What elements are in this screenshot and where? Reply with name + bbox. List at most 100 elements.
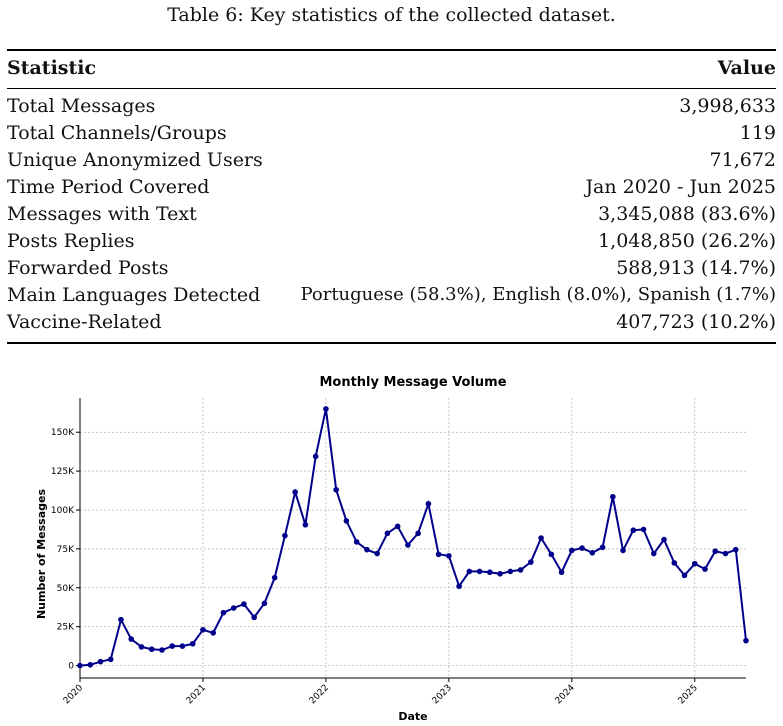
data-point [128, 636, 135, 642]
row-value: 71,672 [709, 149, 776, 171]
x-tick-label: 2021 [185, 683, 208, 706]
table-top-rule [7, 49, 776, 51]
table-row: Total Messages 3,998,633 [7, 95, 776, 122]
row-statistic: Posts Replies [7, 230, 135, 252]
table-row: Main Languages Detected Portuguese (58.3… [7, 284, 776, 311]
table-header-rule [7, 88, 776, 89]
table-row: Forwarded Posts 588,913 (14.7%) [7, 257, 776, 284]
data-point [528, 559, 534, 565]
data-point [456, 583, 462, 590]
data-point [230, 605, 237, 611]
data-point [169, 643, 176, 649]
row-statistic: Main Languages Detected [7, 284, 261, 306]
data-point [323, 406, 329, 412]
row-value: 1,048,850 (26.2%) [598, 230, 776, 252]
data-point [487, 569, 493, 576]
row-value: 3,345,088 (83.6%) [598, 203, 776, 225]
data-point [712, 548, 719, 555]
data-point [620, 547, 626, 554]
data-point [107, 656, 114, 663]
data-point [435, 551, 442, 558]
data-point [97, 658, 104, 665]
data-point [394, 523, 401, 530]
data-point [148, 646, 155, 653]
data-point [200, 626, 206, 633]
table-row: Time Period Covered Jan 2020 - Jun 2025 [7, 176, 776, 203]
table-row: Posts Replies 1,048,850 (26.2%) [7, 230, 776, 257]
y-tick-label: 50K [57, 584, 75, 594]
data-point [517, 567, 524, 573]
row-value: Portuguese (58.3%), English (8.0%), Span… [300, 284, 777, 305]
data-point [189, 640, 196, 647]
data-point [312, 453, 319, 460]
row-statistic: Time Period Covered [7, 176, 210, 198]
data-point [691, 560, 698, 567]
y-tick-label: 25K [57, 623, 75, 633]
data-point [77, 662, 83, 669]
data-point [722, 550, 729, 557]
data-point [743, 637, 749, 644]
header-statistic: Statistic [7, 57, 97, 79]
data-point [681, 572, 688, 579]
table-row: Total Channels/Groups 119 [7, 122, 776, 149]
data-point [446, 553, 452, 559]
table-row: Vaccine-Related 407,723 (10.2%) [7, 311, 776, 338]
y-tick-label: 75K [57, 545, 75, 555]
data-point [671, 560, 678, 566]
data-point [87, 661, 94, 668]
data-point [497, 570, 503, 577]
y-axis-ticks: 0 25K 50K 75K 100K 125K 150K [51, 428, 80, 672]
data-point [476, 568, 483, 575]
data-point [261, 600, 268, 607]
data-point [333, 486, 339, 493]
row-statistic: Vaccine-Related [7, 311, 162, 333]
data-point [343, 518, 350, 524]
row-statistic: Forwarded Posts [7, 257, 169, 279]
x-tick-label: 2025 [677, 683, 700, 706]
x-tick-label: 2020 [62, 683, 85, 706]
data-point [251, 614, 257, 621]
data-point [302, 521, 309, 528]
chart-gridlines [79, 398, 746, 678]
data-point [374, 550, 380, 557]
row-value: 119 [739, 122, 776, 144]
data-point [589, 549, 596, 556]
data-point [220, 609, 227, 616]
data-point [118, 616, 124, 623]
data-point [702, 566, 708, 572]
table-row: Messages with Text 3,345,088 (83.6%) [7, 203, 776, 230]
data-point [548, 551, 555, 558]
row-statistic: Messages with Text [7, 203, 197, 225]
data-point [630, 527, 637, 534]
monthly-volume-chart: Monthly Message Volume 0 25K 50K 75K 100K 125… [35, 375, 749, 723]
row-value: 588,913 (14.7%) [616, 257, 776, 279]
data-point [241, 601, 247, 607]
row-statistic: Total Messages [7, 95, 156, 117]
data-point [732, 546, 739, 553]
data-point [282, 532, 288, 539]
data-point [159, 647, 165, 653]
row-value: Jan 2020 - Jun 2025 [585, 176, 776, 198]
data-point [466, 568, 473, 575]
data-point [661, 536, 667, 543]
data-point [415, 530, 421, 537]
data-point [210, 630, 216, 636]
row-value: 407,723 (10.2%) [616, 311, 776, 333]
data-point [507, 568, 514, 575]
data-point [569, 547, 575, 554]
x-tick-label: 2024 [554, 683, 577, 706]
data-point [292, 489, 298, 495]
x-axis-ticks: 2020 2021 2022 2023 2024 2025 [62, 678, 700, 706]
table-row: Unique Anonymized Users 71,672 [7, 149, 776, 176]
x-tick-label: 2022 [308, 683, 331, 706]
y-tick-label: 125K [51, 467, 75, 477]
data-point [179, 643, 186, 649]
data-point [538, 535, 544, 541]
table-header-row: Statistic Value [7, 57, 776, 84]
x-tick-label: 2023 [431, 683, 454, 706]
data-point [384, 530, 391, 537]
data-point [650, 550, 657, 557]
data-point [425, 500, 432, 507]
y-tick-label: 100K [51, 506, 75, 516]
table-bottom-rule [7, 342, 776, 344]
